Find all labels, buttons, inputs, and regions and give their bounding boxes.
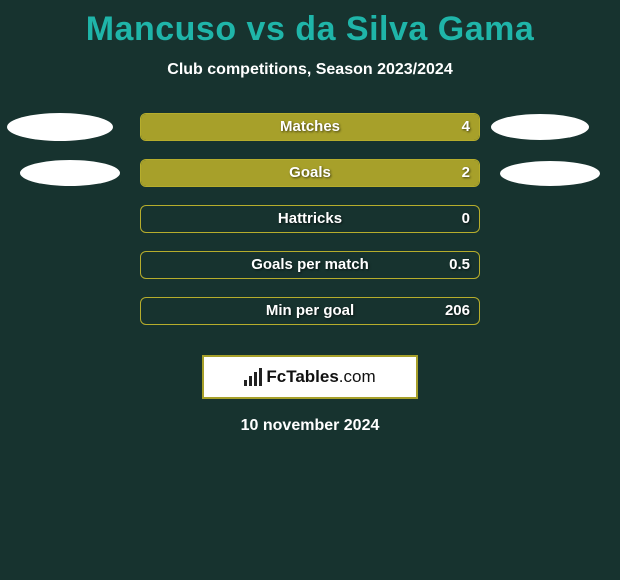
footer-date: 10 november 2024 — [0, 417, 620, 435]
stats-chart: Matches4Goals2Hattricks0Goals per match0… — [0, 113, 620, 343]
stat-row: Goals per match0.5 — [0, 251, 620, 297]
brand-text: FcTables.com — [266, 367, 375, 387]
stat-row: Hattricks0 — [0, 205, 620, 251]
stat-row: Min per goal206 — [0, 297, 620, 343]
stat-bar — [140, 205, 480, 233]
stat-row: Matches4 — [0, 113, 620, 159]
stat-bar-fill — [141, 160, 479, 186]
page-subtitle: Club competitions, Season 2023/2024 — [0, 61, 620, 79]
bars-icon — [244, 368, 262, 386]
stat-bar — [140, 297, 480, 325]
brand-suffix: .com — [339, 367, 376, 386]
brand-main: FcTables — [266, 367, 338, 386]
stat-bar — [140, 159, 480, 187]
brand-box: FcTables.com — [202, 355, 418, 399]
stat-bar — [140, 251, 480, 279]
stat-bar — [140, 113, 480, 141]
stat-bar-fill — [141, 114, 479, 140]
stat-row: Goals2 — [0, 159, 620, 205]
page-title: Mancuso vs da Silva Gama — [0, 0, 620, 49]
